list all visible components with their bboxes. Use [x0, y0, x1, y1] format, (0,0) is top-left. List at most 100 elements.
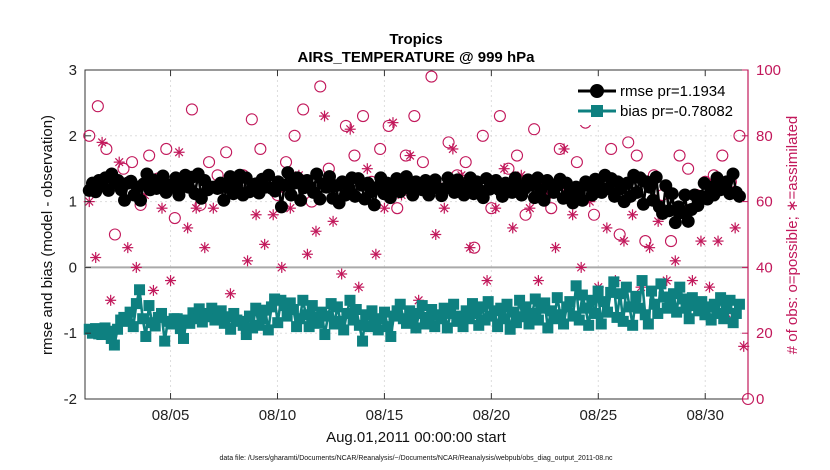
bias-point — [611, 311, 623, 323]
bias-point — [667, 288, 679, 300]
bias-point — [441, 322, 453, 334]
y-left-tick-label: 0 — [69, 259, 77, 276]
bias-point — [325, 298, 337, 310]
asterisk-stroke — [345, 124, 355, 134]
assimilated-obs-marker — [90, 252, 102, 264]
bias-point — [203, 311, 215, 323]
bias-point — [639, 309, 651, 321]
asterisk-stroke — [576, 263, 586, 272]
x-tick-label: 08/05 — [152, 407, 190, 424]
bias-point — [507, 306, 519, 318]
rmse-point — [457, 188, 471, 202]
possible-obs-marker — [510, 149, 524, 162]
possible-obs-marker — [348, 149, 361, 162]
asterisk-stroke — [191, 203, 201, 213]
bias-point — [256, 313, 268, 325]
assimilated-obs-marker — [481, 275, 493, 287]
asterisk-stroke — [337, 269, 346, 279]
bias-point — [259, 304, 271, 316]
x-tick-label: 08/15 — [366, 407, 404, 424]
bias-point — [240, 329, 252, 341]
bias-point — [404, 305, 416, 317]
bias-point — [589, 307, 601, 319]
bias-point — [576, 289, 588, 301]
legend-bias-label: bias pr=-0.78082 — [620, 103, 733, 120]
bias-point — [466, 298, 478, 310]
asterisk-stroke — [123, 243, 133, 252]
bias-point — [658, 291, 670, 303]
asterisk-stroke — [388, 118, 398, 127]
bias-point — [313, 317, 325, 329]
assimilated-obs-marker — [361, 163, 373, 175]
asterisk-stroke — [568, 210, 577, 220]
bias-point — [253, 319, 265, 331]
bias-point — [617, 315, 629, 327]
bias-point — [429, 321, 441, 333]
rmse-point — [678, 188, 692, 202]
bias-point — [225, 323, 237, 335]
bias-point — [382, 321, 394, 333]
asterisk-stroke — [320, 111, 329, 121]
possible-obs-marker — [314, 80, 327, 93]
bias-point — [291, 321, 303, 333]
x-tick-label: 08/10 — [259, 407, 297, 424]
bias-point — [470, 307, 482, 319]
bias-point — [730, 307, 742, 319]
rmse-point — [643, 180, 657, 194]
y-right-tick-label: 60 — [756, 194, 773, 211]
bias-point — [105, 332, 117, 344]
possible-obs-marker — [476, 129, 489, 142]
bias-point — [664, 296, 676, 308]
assimilated-obs-marker — [182, 222, 194, 234]
y-left-tick-label: 3 — [69, 62, 77, 79]
bias-point — [269, 293, 281, 305]
possible-obs-marker — [160, 142, 173, 156]
bias-point — [363, 321, 375, 333]
asterisk-stroke — [440, 203, 449, 213]
bias-point — [598, 296, 610, 308]
asterisk-stroke — [174, 147, 184, 157]
possible-obs-marker — [605, 142, 618, 156]
assimilated-obs-marker — [601, 222, 613, 234]
y-right-tick-label: 20 — [756, 325, 773, 342]
bias-point — [652, 307, 664, 319]
bias-point — [517, 311, 529, 323]
asterisk-stroke — [645, 243, 654, 252]
assimilated-obs-marker — [644, 242, 656, 254]
possible-obs-marker — [545, 202, 558, 215]
rmse-point — [681, 214, 695, 228]
possible-obs-marker — [408, 110, 421, 123]
bias-point — [686, 292, 698, 304]
bias-point — [284, 297, 296, 309]
assimilated-obs-marker — [378, 202, 390, 214]
asterisk-stroke — [619, 236, 629, 246]
possible-obs-marker — [570, 156, 583, 169]
assimilated-obs-marker — [712, 235, 724, 247]
bias-point — [171, 313, 183, 325]
bias-point — [124, 306, 136, 318]
rmse-point — [576, 193, 590, 207]
bias-point — [514, 294, 526, 306]
assimilated-obs-marker — [430, 229, 442, 240]
asterisk-stroke — [448, 144, 458, 154]
bias-point — [564, 296, 576, 308]
assimilated-obs-marker — [327, 215, 339, 227]
possible-obs-marker — [716, 149, 729, 162]
bias-point — [495, 302, 507, 314]
possible-obs-marker — [91, 100, 104, 113]
assimilated-obs-marker — [370, 248, 382, 260]
rmse-point — [726, 167, 740, 181]
bias-point — [454, 310, 466, 322]
bias-point — [416, 300, 428, 312]
assimilated-obs-marker — [319, 110, 331, 122]
rmse-point — [322, 170, 336, 184]
bias-point — [419, 318, 431, 330]
bias-point — [586, 294, 598, 306]
asterisk-stroke — [354, 282, 364, 292]
rmse-point — [630, 185, 644, 199]
bias-point — [237, 319, 249, 331]
bias-point — [149, 320, 161, 332]
bias-point — [178, 332, 190, 344]
bias-point — [680, 302, 692, 314]
asterisk-stroke — [209, 203, 218, 213]
